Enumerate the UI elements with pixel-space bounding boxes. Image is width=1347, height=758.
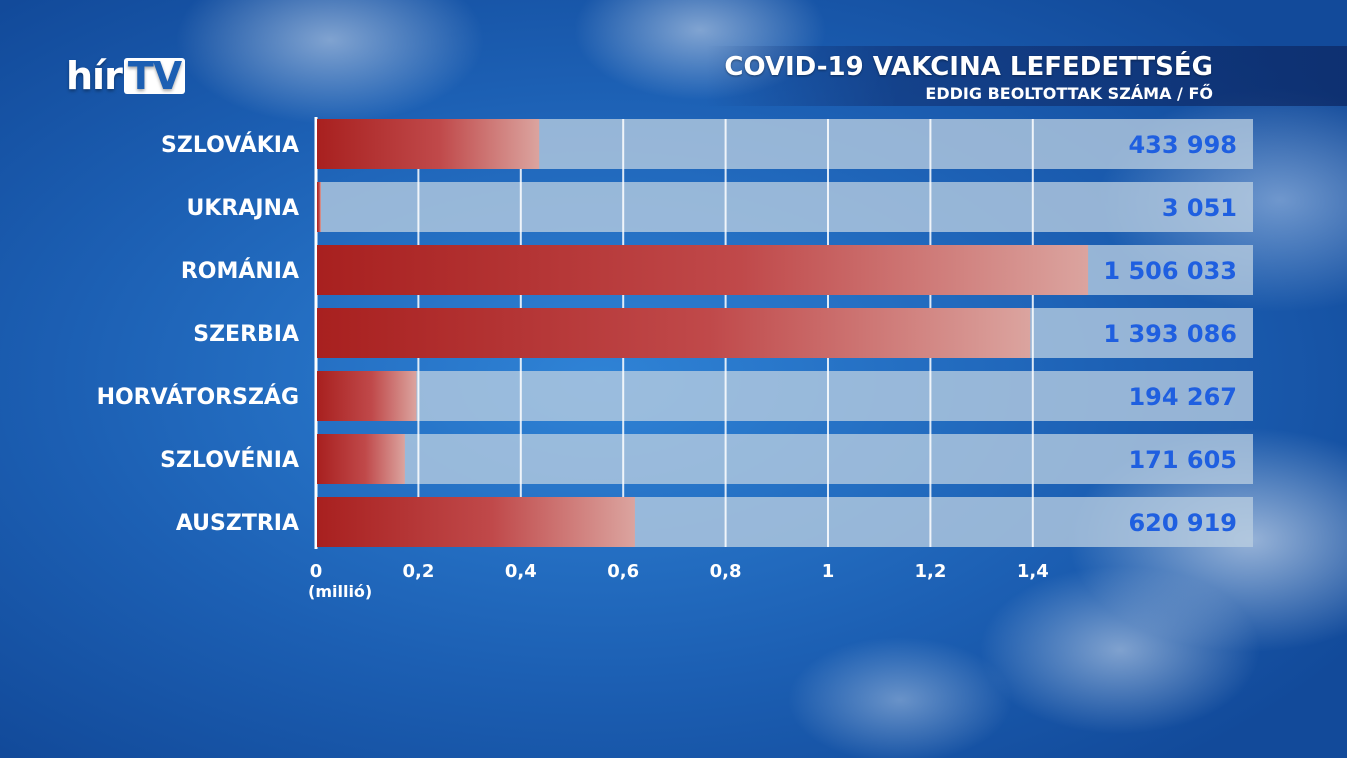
bar bbox=[317, 182, 321, 232]
bar bbox=[317, 308, 1031, 358]
x-tick-label: 0,4 bbox=[505, 561, 537, 582]
bar bbox=[317, 371, 417, 421]
chart-title: COVID-19 VAKCINA LEFEDETTSÉG bbox=[724, 52, 1213, 82]
value-label: 433 998 bbox=[1128, 131, 1237, 159]
hirtv-logo: hír TV bbox=[66, 54, 186, 98]
x-tick-label: 0,6 bbox=[607, 561, 639, 582]
category-label: UKRAJNA bbox=[186, 196, 299, 221]
x-tick-label: 0,2 bbox=[402, 561, 434, 582]
value-label: 3 051 bbox=[1162, 194, 1237, 222]
bar bbox=[317, 119, 540, 169]
bar bbox=[317, 245, 1089, 295]
category-label: ROMÁNIA bbox=[181, 258, 299, 284]
title-band bbox=[706, 46, 1347, 106]
x-tick-label: 0 bbox=[310, 561, 323, 582]
bar-track bbox=[316, 434, 1253, 484]
bar bbox=[317, 434, 405, 484]
bar-track bbox=[316, 182, 1253, 232]
value-label: 1 393 086 bbox=[1103, 320, 1237, 348]
category-label: HORVÁTORSZÁG bbox=[97, 384, 299, 410]
category-label: SZLOVÉNIA bbox=[160, 447, 299, 473]
category-label: SZLOVÁKIA bbox=[161, 132, 299, 158]
x-tick-label: 1,2 bbox=[914, 561, 946, 582]
value-label: 171 605 bbox=[1128, 446, 1237, 474]
category-label: SZERBIA bbox=[193, 322, 299, 347]
x-tick-label: 1,4 bbox=[1017, 561, 1049, 582]
value-label: 620 919 bbox=[1128, 509, 1237, 537]
x-tick-label: 0,8 bbox=[710, 561, 742, 582]
category-label: AUSZTRIA bbox=[176, 511, 299, 536]
value-label: 1 506 033 bbox=[1103, 257, 1237, 285]
bar bbox=[317, 497, 635, 547]
x-tick-label: 1 bbox=[822, 561, 835, 582]
bar-track bbox=[316, 371, 1253, 421]
chart-subtitle: EDDIG BEOLTOTTAK SZÁMA / FŐ bbox=[925, 84, 1213, 103]
x-axis-unit-label: (millió) bbox=[308, 582, 372, 601]
value-label: 194 267 bbox=[1128, 383, 1237, 411]
